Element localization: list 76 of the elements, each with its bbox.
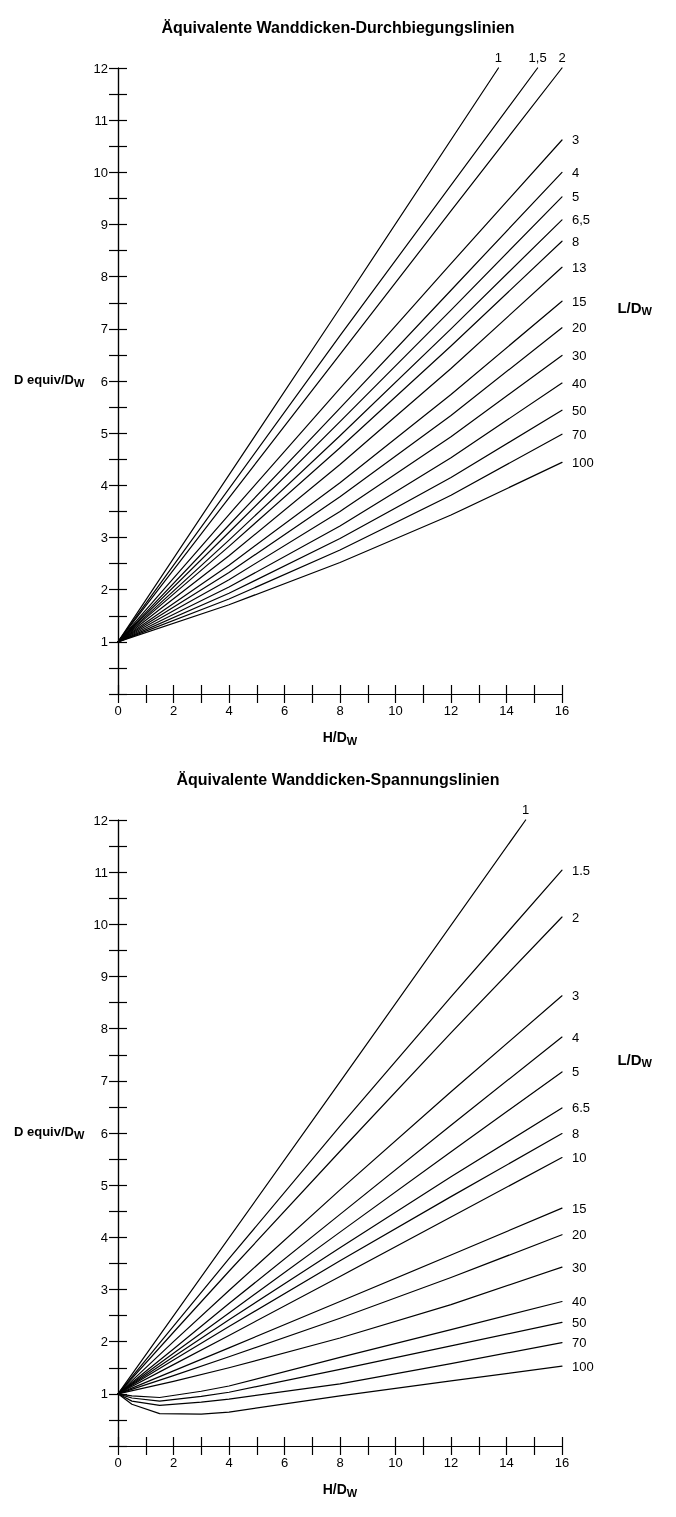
y-tick-label: 11 xyxy=(94,864,108,880)
y-tick-label: 11 xyxy=(94,112,108,128)
series-label: 30 xyxy=(572,1259,587,1275)
y-tick-label: 1 xyxy=(100,634,108,650)
series-label: 30 xyxy=(572,347,587,363)
series-label: 13 xyxy=(572,259,587,275)
y-tick-label: 2 xyxy=(100,582,108,598)
series-label: 1 xyxy=(494,50,503,65)
x-tick-label: 10 xyxy=(388,703,403,718)
chart-title: Äquivalente Wanddicken-Durchbiegungslinien xyxy=(161,18,515,36)
x-tick-label: 6 xyxy=(280,703,289,718)
series-label: 8 xyxy=(572,233,580,249)
x-tick-label: 2 xyxy=(169,703,178,718)
x-tick-label: 8 xyxy=(336,703,344,718)
y-tick-label: 6 xyxy=(100,1125,108,1141)
y-tick-label: 4 xyxy=(100,1229,108,1245)
y-tick-label: 10 xyxy=(93,916,108,932)
series-label: 1.5 xyxy=(572,862,591,878)
x-tick-label: 4 xyxy=(225,1455,233,1470)
y-tick-label: 10 xyxy=(93,164,108,180)
series-label: 4 xyxy=(572,164,580,180)
y-tick-label: 9 xyxy=(100,217,108,232)
chart-title: Äquivalente Wanddicken-Spannungslinien xyxy=(176,770,500,788)
series-label: 40 xyxy=(572,375,587,391)
x-tick-label: 14 xyxy=(499,1455,514,1470)
y-tick-label: 6 xyxy=(100,373,108,389)
series-label: 3 xyxy=(572,988,580,1004)
series-label: 2 xyxy=(558,50,566,65)
series-label: 50 xyxy=(572,1314,587,1330)
y-tick-label: 5 xyxy=(100,425,108,441)
series-label: 15 xyxy=(572,293,587,309)
series-label: 70 xyxy=(572,1335,587,1351)
y-tick-label: 2 xyxy=(100,1334,108,1350)
series-label: 5 xyxy=(572,1064,580,1080)
series-label: 4 xyxy=(572,1029,580,1045)
y-tick-label: 8 xyxy=(100,269,108,285)
x-tick-label: 2 xyxy=(169,1455,178,1470)
series-label: 5 xyxy=(572,189,580,205)
y-tick-label: 5 xyxy=(100,1177,108,1193)
y-tick-label: 7 xyxy=(100,321,108,337)
series-label: 6,5 xyxy=(572,212,591,228)
x-tick-label: 6 xyxy=(280,1455,289,1470)
series-label: 8 xyxy=(572,1126,580,1142)
y-tick-label: 7 xyxy=(100,1073,108,1089)
series-label: 15 xyxy=(572,1200,587,1216)
y-tick-label: 1 xyxy=(100,1386,108,1402)
y-tick-label: 12 xyxy=(93,812,108,828)
x-tick-label: 14 xyxy=(499,703,514,718)
series-label: 20 xyxy=(572,1227,587,1243)
series-label: 3 xyxy=(572,132,580,148)
series-label: 1 xyxy=(522,802,530,817)
x-tick-label: 0 xyxy=(114,703,122,718)
x-tick-label: 16 xyxy=(554,1455,570,1470)
series-label: 100 xyxy=(572,454,594,470)
series-label: 6.5 xyxy=(572,1100,591,1116)
series-label: 100 xyxy=(572,1358,594,1374)
x-tick-label: 16 xyxy=(554,703,570,718)
series-label: 10 xyxy=(572,1150,587,1166)
series-label: 70 xyxy=(572,426,587,442)
series-label: 20 xyxy=(572,320,587,336)
x-tick-label: 10 xyxy=(388,1455,403,1470)
series-label: 2 xyxy=(572,909,580,925)
y-tick-label: 3 xyxy=(100,530,108,545)
y-tick-label: 12 xyxy=(93,60,108,76)
x-tick-label: 8 xyxy=(336,1455,344,1470)
y-tick-label: 8 xyxy=(100,1021,108,1037)
x-tick-label: 0 xyxy=(114,1455,122,1470)
y-tick-label: 3 xyxy=(100,1282,108,1297)
series-label: 1,5 xyxy=(528,50,547,65)
x-tick-label: 4 xyxy=(225,703,233,718)
y-tick-label: 4 xyxy=(100,477,108,493)
x-tick-label: 12 xyxy=(443,703,459,718)
series-label: 40 xyxy=(572,1294,587,1309)
x-tick-label: 12 xyxy=(443,1455,459,1470)
y-tick-label: 9 xyxy=(100,969,108,984)
series-label: 50 xyxy=(572,402,587,418)
